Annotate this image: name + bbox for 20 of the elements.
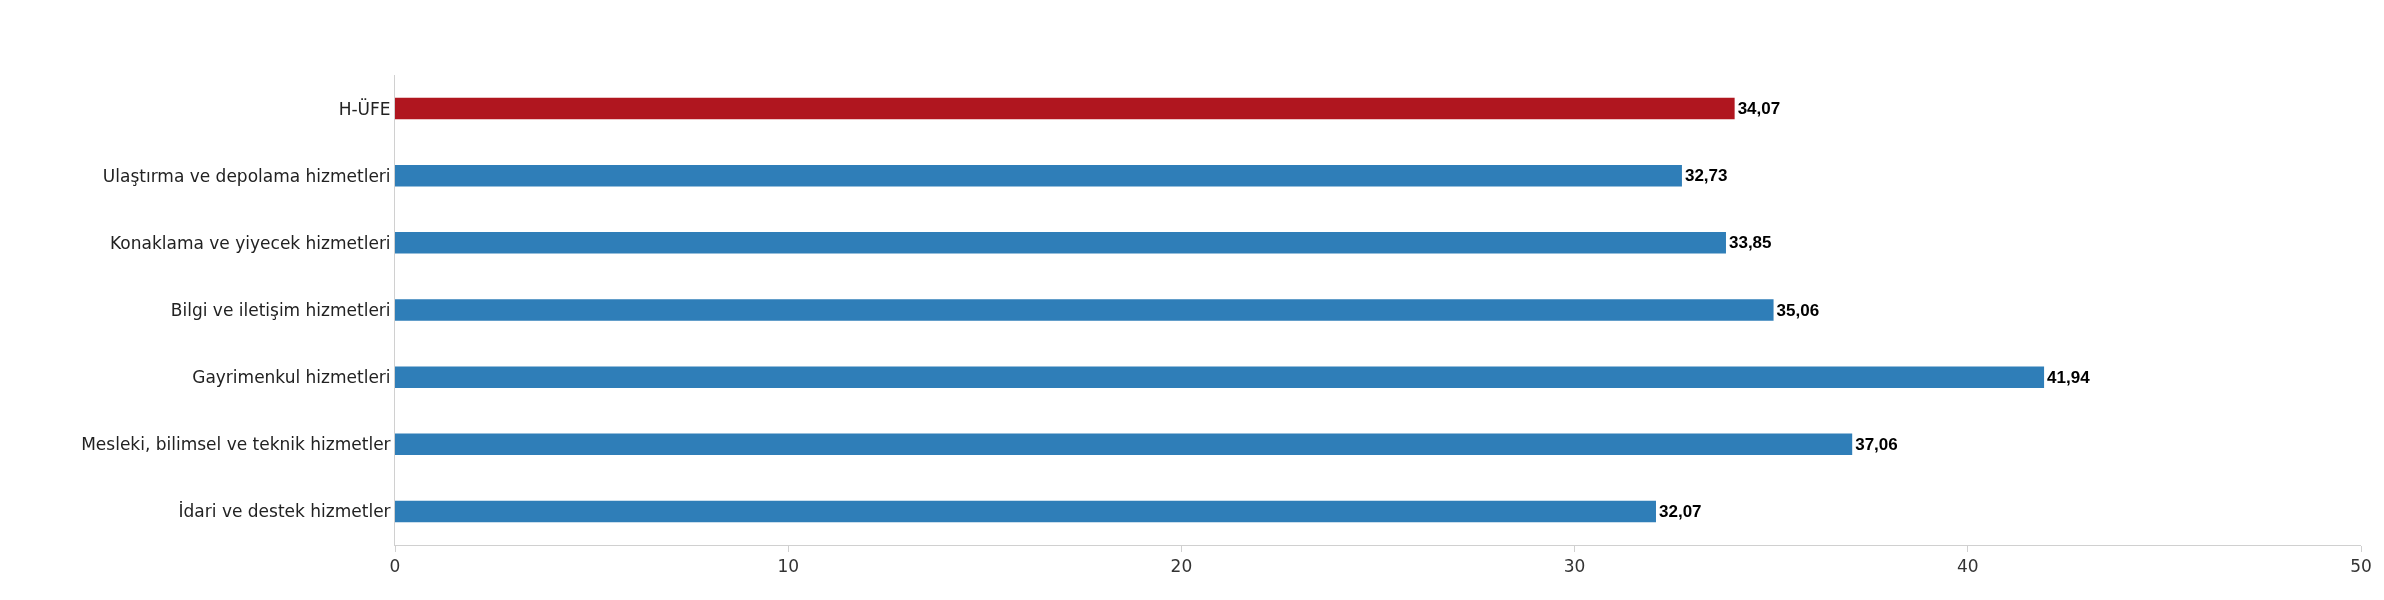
data-label: 32,73: [1684, 166, 1728, 186]
data-label: 32,07: [1658, 501, 1702, 521]
y-tick-label: H-ÜFE: [338, 97, 391, 119]
x-tick-label: 10: [777, 556, 800, 577]
x-tick-label: 20: [1170, 556, 1193, 577]
y-tick-label: Gayrimenkul hizmetleri: [192, 367, 391, 388]
x-tick-label: 30: [1563, 556, 1586, 577]
data-label: 41,94: [2047, 367, 2091, 387]
y-tick-label: Bilgi ve iletişim hizmetleri: [170, 299, 391, 320]
x-tick-label: 40: [1956, 556, 1979, 577]
y-tick-label: Mesleki, bilimsel ve teknik hizmetler: [81, 434, 391, 455]
y-tick-label: İdari ve destek hizmetler: [178, 501, 391, 522]
data-label: 35,06: [1776, 300, 1820, 320]
x-tick-label: 50: [2350, 556, 2372, 577]
data-label: 34,07: [1737, 99, 1781, 119]
y-tick-label: Konaklama ve yiyecek hizmetleri: [110, 232, 391, 253]
x-tick-label: 0: [389, 556, 401, 577]
data-label: 37,06: [1855, 434, 1898, 454]
y-tick-label: Ulaştırma ve depolama hizmetleri: [102, 165, 391, 186]
data-label: 33,85: [1728, 233, 1772, 253]
